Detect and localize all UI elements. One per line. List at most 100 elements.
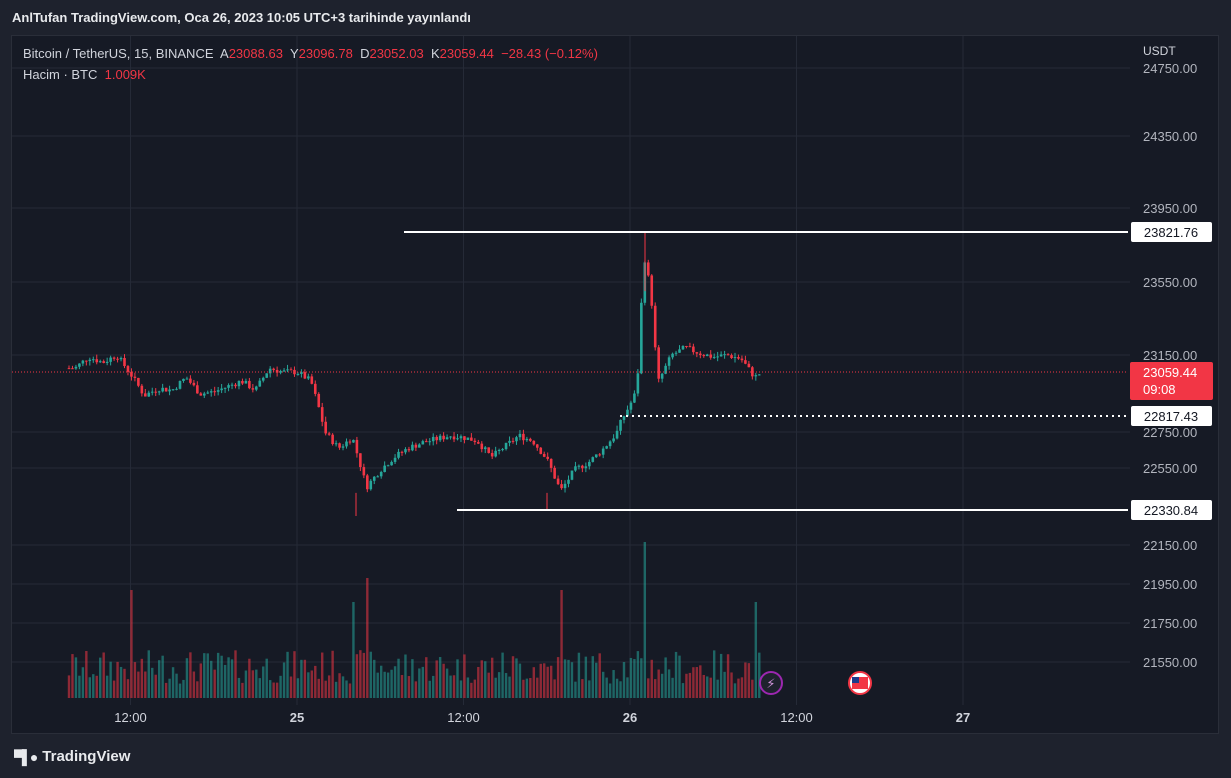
candle-body: [279, 370, 282, 373]
volume-bar: [154, 674, 157, 698]
volume-bar: [567, 659, 570, 698]
volume-bar: [695, 667, 699, 698]
volume-bar: [671, 677, 674, 698]
volume-bar: [570, 662, 574, 698]
candle-body: [372, 476, 376, 481]
volume-bar: [369, 651, 372, 698]
candle-body: [588, 461, 591, 467]
volume-bar: [536, 677, 539, 698]
volume-bar: [317, 678, 320, 698]
candle-body: [490, 452, 494, 457]
candle-body: [241, 380, 244, 384]
symbol-name: Bitcoin / TetherUS, 15, BINANCE: [23, 46, 214, 61]
volume-bar: [296, 678, 300, 698]
volume-bar: [164, 682, 168, 698]
volume-bar: [352, 602, 355, 698]
candle-body: [754, 375, 758, 377]
candle-body: [757, 374, 761, 376]
candle-body: [303, 372, 307, 379]
volume-bar: [286, 651, 289, 698]
price-tick-label: 24750.00: [1143, 61, 1197, 76]
candle-body: [664, 365, 667, 374]
volume-bar: [157, 660, 161, 698]
volume-bar: [85, 651, 88, 698]
candle-body: [144, 393, 147, 397]
chart-pane[interactable]: [11, 35, 1219, 734]
volume-bar: [411, 659, 414, 698]
time-tick-label: 25: [290, 710, 304, 725]
volume-bar: [522, 679, 525, 698]
candle-body: [341, 446, 345, 448]
volume-bar: [751, 679, 754, 698]
volume-bar: [529, 678, 532, 698]
volume-bar: [601, 671, 605, 698]
candle-body: [612, 438, 615, 442]
volume-bar: [196, 681, 199, 698]
candle-body: [199, 393, 203, 396]
candle-body: [549, 458, 553, 468]
volume-label: Hacim · BTC: [23, 67, 98, 82]
candle-body: [317, 393, 321, 408]
volume-bar: [501, 652, 504, 698]
volume-bar: [598, 653, 601, 698]
volume-bar: [327, 675, 331, 698]
volume-bar: [185, 658, 189, 698]
candle-body: [487, 447, 491, 453]
horizontal-levels: 23821.76 22817.43 22330.84: [12, 222, 1212, 520]
volume-bar: [577, 652, 581, 698]
volume-bar: [348, 683, 352, 698]
volume-bars: [67, 542, 761, 698]
volume-bar: [237, 677, 241, 698]
candle-body: [546, 456, 549, 459]
volume-bar: [650, 659, 653, 698]
volume-bar: [74, 657, 78, 698]
volume-bar: [379, 665, 383, 698]
candle-body: [636, 373, 640, 394]
volume-bar: [262, 666, 265, 698]
time-tick-label: 12:00: [114, 710, 147, 725]
candle-body: [366, 475, 369, 490]
volume-bar: [383, 671, 386, 698]
volume-bar: [470, 682, 473, 698]
volume-bar: [636, 651, 640, 698]
volume-bar: [109, 661, 112, 698]
volume-bar: [255, 669, 258, 698]
candle-body: [463, 436, 466, 440]
tradingview-brand[interactable]: ▀▌● TradingView: [14, 748, 130, 765]
volume-bar: [699, 665, 702, 698]
candle-body: [653, 305, 657, 348]
candle-body: [705, 354, 709, 357]
volume-bar: [435, 660, 438, 698]
volume-bar: [615, 678, 619, 698]
candle-body: [438, 435, 442, 441]
volume-legend[interactable]: Hacim · BTC 1.009K: [23, 67, 146, 82]
price-tick-label: 21950.00: [1143, 577, 1197, 592]
volume-value: 1.009K: [104, 67, 146, 82]
volume-bar: [293, 651, 296, 698]
volume-bar: [244, 670, 248, 698]
volume-bar: [95, 675, 98, 698]
volume-bar: [508, 676, 511, 698]
price-tick-label: 23950.00: [1143, 201, 1197, 216]
candle-body: [234, 384, 237, 387]
volume-bar: [660, 673, 664, 698]
candle-body: [175, 388, 178, 390]
candle-body: [737, 357, 740, 359]
candle-body: [515, 437, 518, 442]
candle-body: [105, 361, 109, 363]
candle-body: [740, 358, 744, 361]
candle-body: [692, 346, 695, 353]
time-tick-label: 27: [956, 710, 970, 725]
candle-body: [261, 377, 265, 381]
price-tick-label: 24350.00: [1143, 129, 1197, 144]
candle-body: [137, 377, 140, 386]
volume-bar: [341, 676, 345, 698]
candle-body: [709, 354, 713, 358]
volume-bar: [740, 677, 744, 698]
symbol-legend[interactable]: Bitcoin / TetherUS, 15, BINANCE A23088.6…: [23, 46, 598, 61]
candle-body: [272, 368, 275, 370]
candle-body: [213, 391, 216, 393]
candle-body: [477, 442, 480, 444]
candle-body: [126, 366, 130, 372]
